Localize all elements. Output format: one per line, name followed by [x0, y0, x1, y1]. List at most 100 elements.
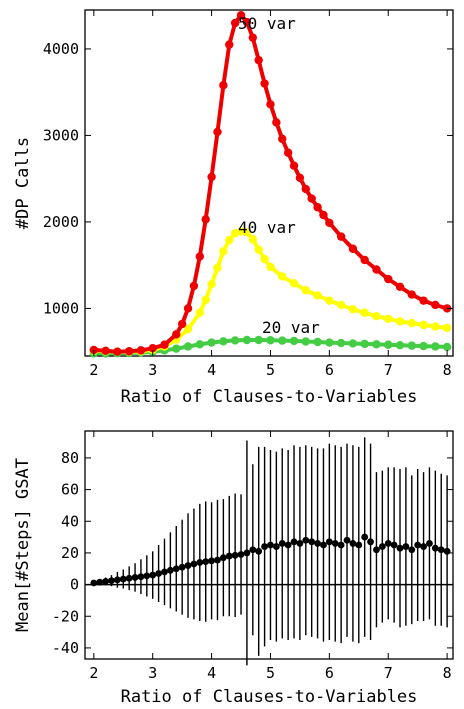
- data-point-50-var: [260, 79, 269, 88]
- mean-point: [190, 560, 198, 568]
- mean-point: [390, 541, 398, 549]
- mean-point: [396, 544, 404, 552]
- y-tick-label: 60: [61, 481, 79, 499]
- data-point-50-var: [384, 274, 393, 284]
- data-point-20-var: [372, 340, 381, 349]
- data-point-20-var: [195, 340, 205, 349]
- data-point-20-var: [266, 336, 275, 345]
- data-point-40-var: [213, 263, 222, 272]
- series-label-20-var: 20 var: [262, 318, 320, 337]
- mean-point: [414, 541, 422, 549]
- x-tick-label: 3: [148, 664, 157, 682]
- dp-calls-plot-frame: [84, 9, 454, 357]
- data-point-50-var: [183, 304, 193, 313]
- gsat-series-layer: [85, 437, 453, 666]
- mean-point: [337, 541, 345, 549]
- series-label-40-var: 40 var: [238, 218, 296, 237]
- x-tick-label: 7: [384, 664, 393, 682]
- mean-point: [131, 574, 139, 581]
- data-point-40-var: [207, 280, 216, 289]
- x-tick-label: 5: [266, 361, 275, 379]
- data-point-50-var: [372, 265, 381, 274]
- data-point-50-var: [289, 161, 299, 170]
- mean-point: [426, 540, 433, 547]
- data-point-20-var: [242, 335, 252, 345]
- mean-point: [178, 563, 186, 571]
- mean-point: [249, 546, 257, 554]
- data-point-20-var: [219, 337, 228, 346]
- data-point-20-var: [442, 342, 452, 352]
- mean-point: [143, 572, 151, 580]
- data-point-40-var: [372, 312, 381, 321]
- y-tick-label: -40: [52, 639, 79, 657]
- data-point-50-var: [172, 330, 181, 339]
- mean-point: [237, 551, 245, 558]
- data-point-50-var: [236, 10, 246, 20]
- data-point-40-var: [289, 279, 299, 288]
- mean-point: [184, 562, 192, 569]
- dp-calls-ticks: 2 3 4 5 6 7 8 1000 2000 3000 4000: [43, 10, 453, 379]
- mean-point: [102, 578, 110, 585]
- series-label-50-var: 50 var: [238, 14, 296, 33]
- data-point-40-var: [336, 300, 346, 310]
- mean-point: [290, 538, 298, 546]
- mean-point: [331, 540, 339, 547]
- data-point-40-var: [248, 235, 258, 244]
- data-point-50-var: [160, 340, 169, 349]
- mean-point: [149, 571, 157, 579]
- data-point-50-var: [177, 319, 187, 329]
- data-point-40-var: [442, 323, 452, 333]
- y-tick-label: 80: [61, 449, 79, 467]
- mean-point: [196, 559, 204, 566]
- data-point-20-var: [407, 341, 416, 350]
- mean-point: [161, 568, 168, 576]
- mean-point: [361, 533, 369, 541]
- data-point-50-var: [278, 134, 287, 144]
- mean-point: [378, 543, 386, 550]
- data-point-50-var: [360, 255, 369, 265]
- x-tick-label: 5: [266, 664, 275, 682]
- data-point-50-var: [407, 290, 416, 299]
- data-point-20-var: [325, 338, 334, 347]
- mean-point: [225, 552, 233, 560]
- mean-point: [219, 554, 227, 562]
- x-tick-label: 8: [443, 361, 452, 379]
- dp-calls-series-layer: [89, 10, 452, 358]
- data-point-50-var: [248, 33, 258, 42]
- mean-point: [214, 556, 221, 564]
- data-point-40-var: [201, 295, 210, 304]
- data-point-50-var: [189, 281, 199, 291]
- data-point-50-var: [148, 344, 157, 353]
- data-point-50-var: [319, 210, 328, 220]
- x-tick-label: 6: [325, 361, 334, 379]
- data-point-20-var: [207, 338, 216, 347]
- data-point-40-var: [384, 314, 393, 324]
- data-point-40-var: [195, 308, 205, 317]
- mean-point: [278, 540, 286, 547]
- data-point-20-var: [348, 339, 358, 348]
- data-point-40-var: [260, 254, 269, 264]
- data-point-50-var: [266, 100, 275, 109]
- data-point-50-var: [89, 345, 99, 355]
- mean-point: [113, 576, 121, 584]
- mean-point: [255, 547, 263, 555]
- data-point-20-var: [384, 340, 393, 349]
- mean-point: [137, 573, 145, 581]
- data-point-20-var: [230, 336, 240, 345]
- mean-point: [243, 549, 251, 557]
- mean-point: [296, 540, 304, 547]
- dp-calls-y-axis-title: #DP Calls: [13, 137, 33, 229]
- mean-point: [272, 543, 280, 550]
- x-tick-label: 3: [148, 361, 157, 379]
- data-point-40-var: [407, 318, 416, 328]
- data-point-20-var: [313, 337, 322, 347]
- data-point-50-var: [431, 300, 440, 310]
- mean-point: [231, 551, 239, 559]
- data-point-20-var: [431, 342, 440, 351]
- data-point-40-var: [219, 247, 228, 256]
- data-point-50-var: [136, 346, 146, 355]
- y-tick-label: 20: [61, 544, 79, 562]
- mean-point: [355, 541, 363, 549]
- data-point-50-var: [201, 215, 210, 224]
- dp-calls-chart: 2 3 4 5 6 7 8 1000 2000 3000 4000 50 var 40 var 20…: [13, 9, 454, 407]
